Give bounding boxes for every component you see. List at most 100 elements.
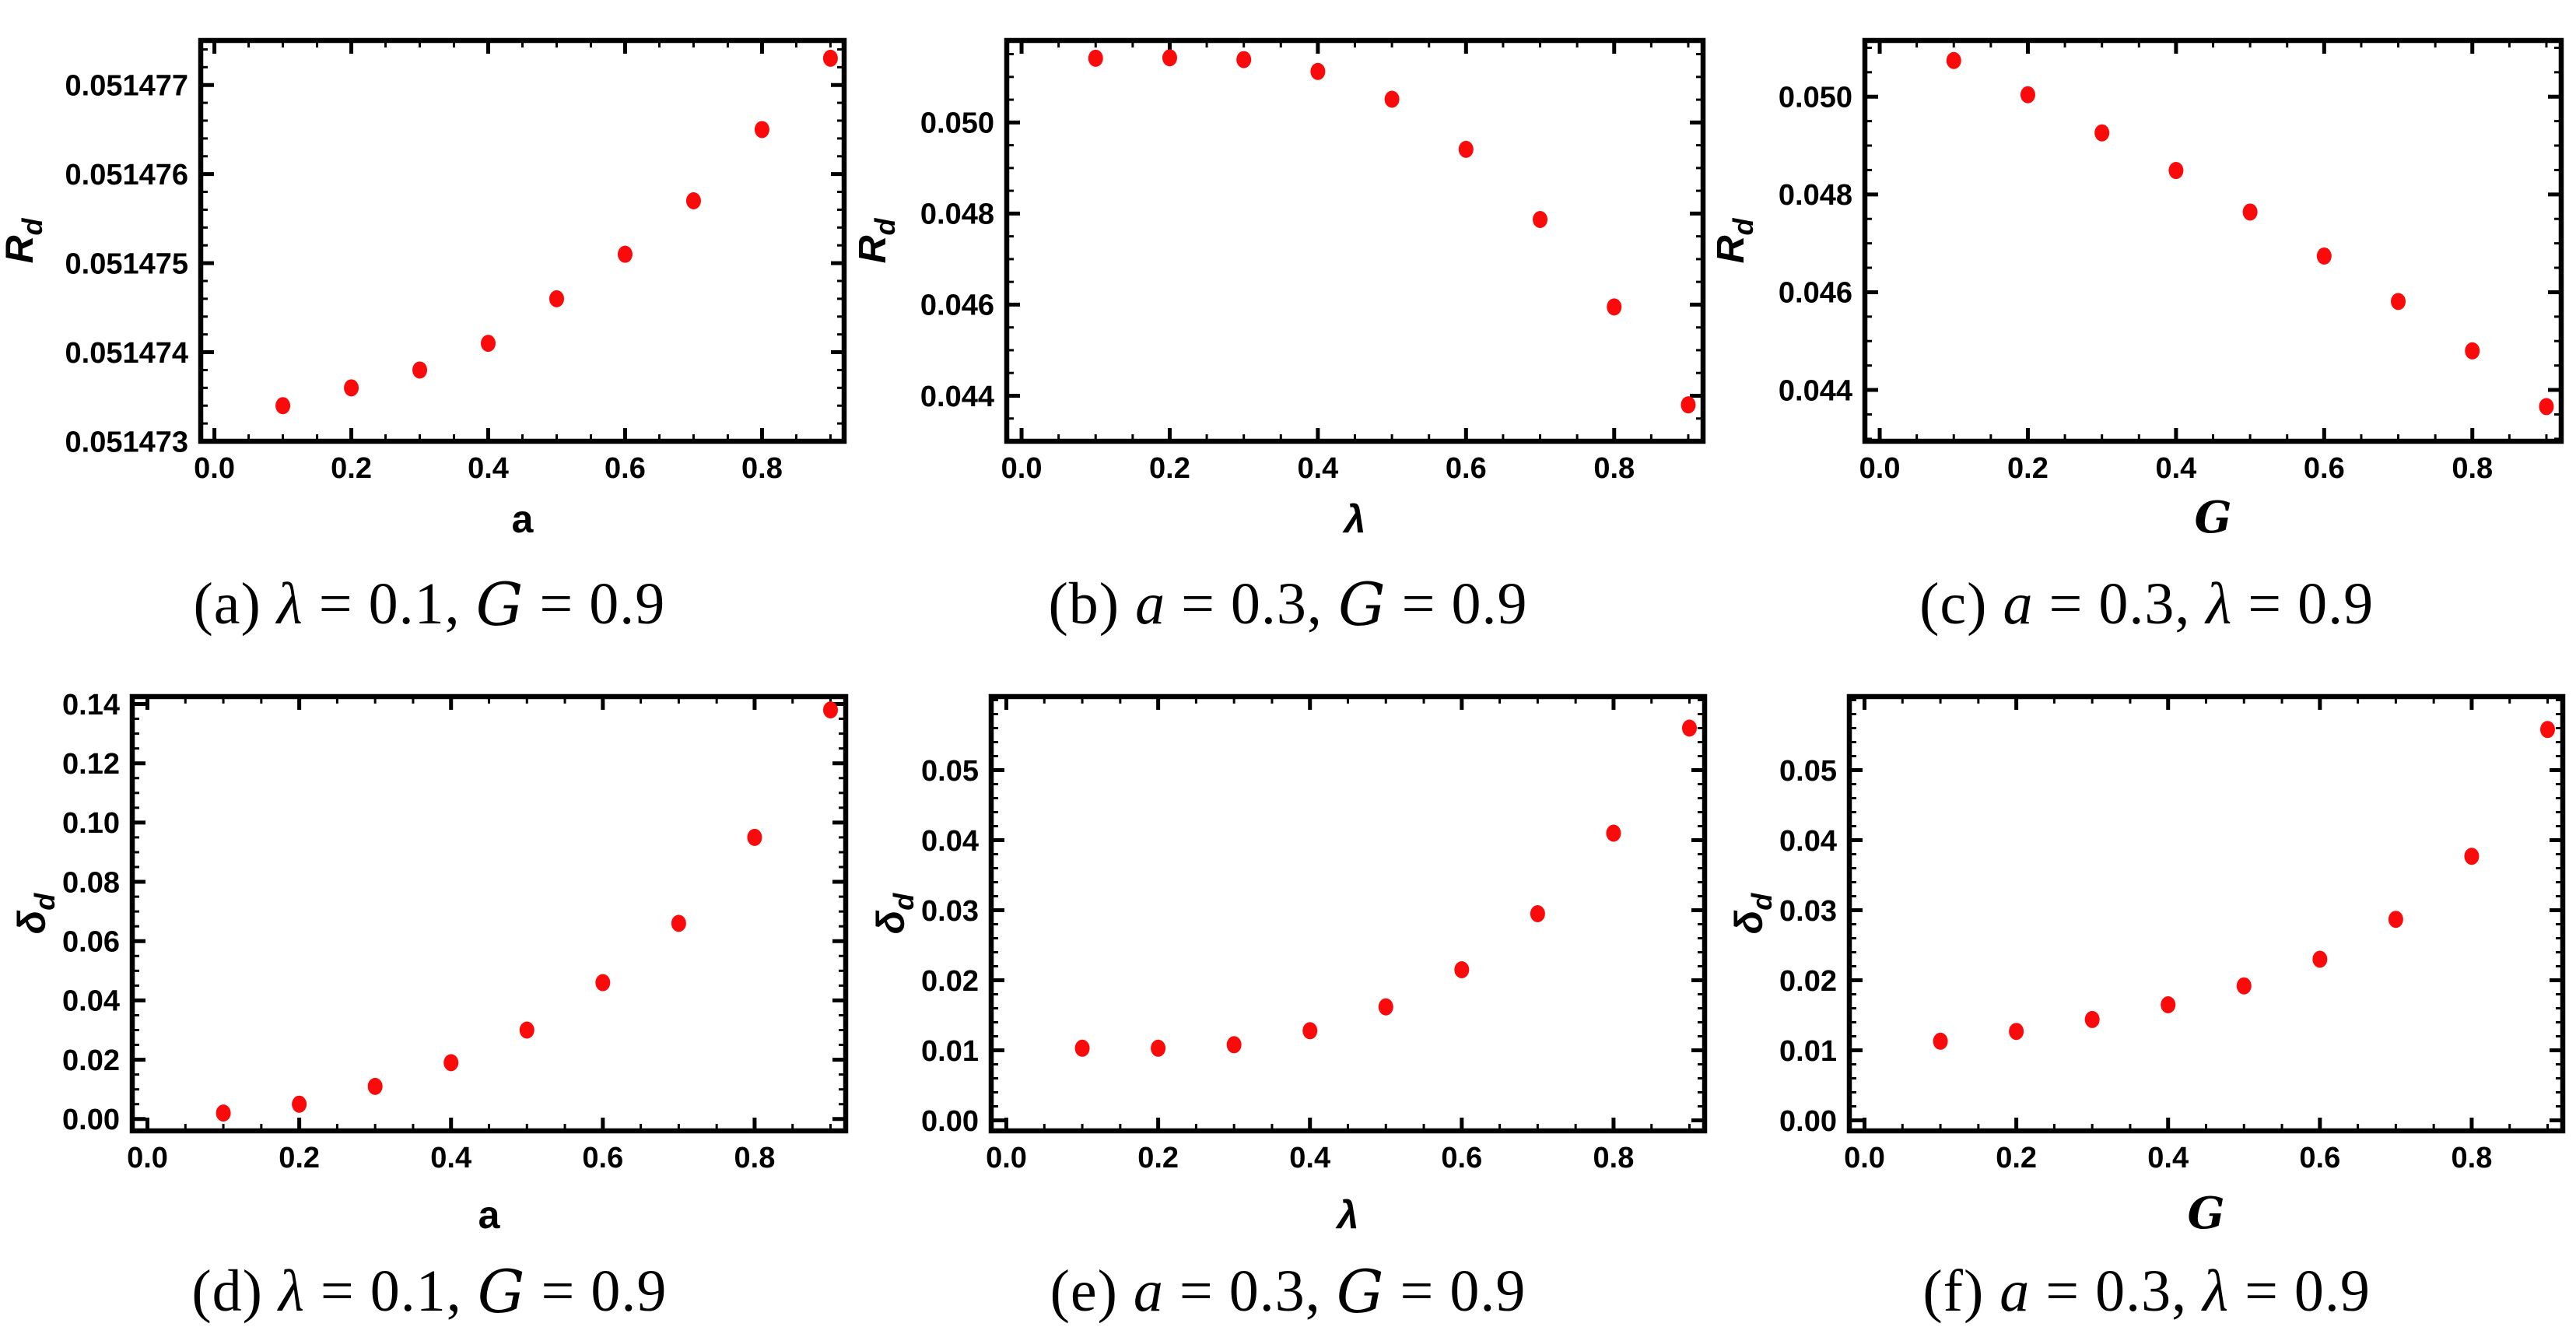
plot-frame — [129, 693, 849, 1134]
data-point — [1532, 210, 1547, 228]
x-minor-ticks — [1915, 40, 2548, 441]
y-tick-label: 0.051475 — [65, 247, 189, 280]
x-tick-label: 0.8 — [2452, 452, 2494, 485]
y-tick-label: 0.051476 — [65, 159, 189, 191]
panel-d-chart: 0.0 0.2 0.4 0.6 0.8 0.00 0.02 0.04 0.06 0.08 0.10 0… — [10, 689, 849, 1237]
y-tick-label: 0.06 — [62, 926, 120, 959]
y-axis-label: δd — [1727, 893, 1778, 935]
data-point — [275, 397, 291, 415]
x-major-ticks — [212, 40, 764, 441]
caption-text: G — [1336, 1257, 1385, 1326]
y-tick-label: 0.01 — [1779, 1035, 1837, 1068]
data-point — [1384, 90, 1400, 108]
data-point — [2540, 721, 2556, 739]
caption-row-2: (d) λ = 0.1, G = 0.9 (e) a = 0.3, G = 0.… — [0, 1242, 2576, 1341]
y-tick-label: 0.14 — [62, 689, 120, 721]
data-point — [2539, 398, 2554, 416]
x-tick-label: 0.2 — [1137, 1142, 1179, 1174]
data-point — [344, 379, 359, 397]
x-axis-label: a — [512, 497, 534, 541]
y-axis-label: Rd — [1717, 217, 1759, 263]
y-tick-label: 0.05 — [921, 755, 979, 788]
y-tick-label: 0.051473 — [65, 426, 189, 458]
x-tick-label: 0.8 — [1593, 452, 1635, 485]
data-point — [1378, 998, 1393, 1016]
caption-text: (c) — [1919, 570, 2003, 637]
data-point — [1235, 51, 1251, 68]
data-point — [1088, 49, 1103, 67]
data-points — [1933, 721, 2556, 1050]
panel-a-chart: 0.0 0.2 0.4 0.6 0.8 0.051473 0.051474 0.051475 0… — [0, 37, 847, 541]
x-minor-ticks — [247, 40, 832, 441]
panel-a-caption: (a) λ = 0.1, G = 0.9 — [0, 545, 859, 663]
x-tick-label: 0.0 — [1859, 452, 1901, 485]
y-tick-label: 0.04 — [921, 825, 979, 858]
panel-f-chart: 0.0 0.2 0.4 0.6 0.8 0.00 0.01 0.02 0.03 0.04 0.05 G… — [1727, 693, 2566, 1239]
panel-f-caption: (f) a = 0.3, λ = 0.9 — [1717, 1242, 2576, 1341]
data-point — [822, 49, 838, 67]
caption-text: λ — [2206, 570, 2233, 637]
plot-row-2: 0.0 0.2 0.4 0.6 0.8 0.00 0.02 0.04 0.06 0.08 0.10 0… — [0, 663, 2576, 1242]
data-point — [1458, 140, 1474, 158]
x-major-ticks — [145, 697, 757, 1131]
panel-f: 0.0 0.2 0.4 0.6 0.8 0.00 0.01 0.02 0.03 0.04 0.05 G… — [1717, 663, 2576, 1242]
x-tick-label: 0.2 — [1149, 452, 1190, 485]
plot-row-1: 0.0 0.2 0.4 0.6 0.8 0.051473 0.051474 0.051475 0… — [0, 0, 2576, 545]
y-tick-label: 0.051474 — [65, 337, 189, 370]
y-tick-label: 0.00 — [1779, 1105, 1837, 1138]
y-tick-label: 0.02 — [1779, 965, 1837, 998]
x-tick-label: 0.6 — [605, 452, 646, 485]
data-point — [2161, 996, 2176, 1013]
data-point — [2388, 911, 2404, 929]
y-tick-label: 0.03 — [1779, 895, 1837, 928]
caption-text: = 0.9 — [2232, 570, 2374, 637]
y-tick-label: 0.048 — [920, 198, 994, 231]
y-major-ticks — [1849, 768, 2564, 1122]
y-tick-label: 0.050 — [1779, 82, 1852, 114]
data-point — [292, 1095, 307, 1113]
data-point — [216, 1104, 231, 1122]
caption-text: (e) — [1050, 1259, 1134, 1324]
x-tick-label: 0.6 — [582, 1142, 623, 1174]
x-tick-label: 0.6 — [2300, 1142, 2341, 1174]
caption-text: = 0.1, — [304, 1259, 478, 1324]
panel-c-caption: (c) a = 0.3, λ = 0.9 — [1717, 545, 2576, 663]
plot-frame — [1004, 37, 1705, 444]
x-minor-ticks — [1901, 697, 2550, 1131]
x-tick-label: 0.6 — [2304, 452, 2345, 485]
caption-text: λ — [276, 570, 303, 637]
y-major-ticks — [1006, 120, 1703, 398]
data-point — [2168, 162, 2184, 180]
y-major-ticks — [201, 82, 844, 444]
x-tick-label: 0.4 — [468, 452, 509, 485]
y-tick-label: 0.10 — [62, 807, 120, 840]
data-point — [2317, 247, 2332, 265]
caption-row-1: (a) λ = 0.1, G = 0.9 (b) a = 0.3, G = 0.… — [0, 545, 2576, 663]
data-point — [443, 1054, 459, 1072]
data-points — [1947, 51, 2554, 416]
data-point — [1681, 719, 1697, 737]
x-tick-label: 0.0 — [1001, 452, 1042, 485]
panel-d: 0.0 0.2 0.4 0.6 0.8 0.00 0.02 0.04 0.06 0.08 0.10 0… — [0, 663, 859, 1242]
caption-text: = 0.9 — [1386, 570, 1528, 637]
data-point — [1530, 905, 1545, 922]
caption-text: G — [1337, 569, 1386, 639]
x-tick-label: 0.4 — [2156, 452, 2197, 485]
caption-text: λ — [2203, 1259, 2230, 1324]
y-major-ticks — [990, 768, 1705, 1122]
data-point — [1074, 1039, 1090, 1057]
data-point — [1606, 298, 1621, 316]
caption-text: = 0.3, — [1165, 570, 1338, 637]
x-tick-label: 0.2 — [279, 1142, 320, 1174]
caption-text: = 0.9 — [525, 1259, 668, 1324]
caption-text: G — [477, 1257, 526, 1326]
y-tick-label: 0.051477 — [65, 70, 189, 103]
y-axis-label: Rd — [859, 217, 901, 263]
data-points — [1074, 719, 1697, 1057]
y-tick-label: 0.00 — [62, 1104, 120, 1136]
tick-labels: 0.0 0.2 0.4 0.6 0.8 0.051473 0.051474 0.051475 0… — [65, 70, 783, 485]
data-point — [2242, 203, 2258, 221]
y-tick-label: 0.046 — [1779, 277, 1852, 310]
x-tick-label: 0.0 — [127, 1142, 168, 1174]
data-point — [2020, 86, 2036, 104]
